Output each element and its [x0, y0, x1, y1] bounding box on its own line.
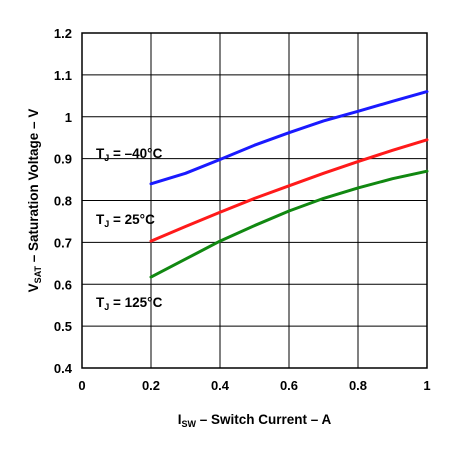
x-tick-label-2: 0.4	[211, 378, 230, 393]
y-tick-label-3: 0.7	[54, 235, 72, 250]
x-tick-label-5: 1	[423, 378, 430, 393]
y-tick-label-4: 0.8	[54, 194, 72, 209]
y-tick-label-0: 0.4	[54, 361, 73, 376]
y-tick-label-8: 1.2	[54, 26, 72, 41]
y-tick-labels: 0.4 0.5 0.6 0.7 0.8 0.9 1 1.1 1.2	[54, 26, 73, 376]
y-tick-label-1: 0.5	[54, 319, 72, 334]
x-tick-label-3: 0.6	[280, 378, 298, 393]
series-line-1	[149, 138, 429, 243]
series-label-0: TJ = –40°C	[96, 146, 163, 163]
series-label-1: TJ = 25°C	[96, 212, 155, 229]
y-tick-label-5: 0.9	[54, 152, 72, 167]
y-axis-title: VSAT – Saturation Voltage – V	[26, 109, 43, 293]
series-line-0	[149, 90, 429, 186]
series-lines	[149, 90, 429, 279]
x-tick-label-0: 0	[78, 378, 85, 393]
x-tick-label-1: 0.2	[142, 378, 160, 393]
series-annotations: TJ = –40°C TJ = 25°C TJ = 125°C	[96, 146, 163, 312]
y-tick-label-6: 1	[65, 110, 72, 125]
x-axis-title: ISW – Switch Current – A	[178, 412, 332, 429]
plot-frame	[81, 32, 428, 369]
x-tick-labels: 0 0.2 0.4 0.6 0.8 1	[78, 378, 430, 393]
y-tick-label-7: 1.1	[54, 68, 72, 83]
x-tick-label-4: 0.8	[349, 378, 367, 393]
series-line-2	[149, 169, 429, 279]
y-tick-label-2: 0.6	[54, 277, 72, 292]
grid	[81, 32, 428, 369]
series-label-2: TJ = 125°C	[96, 295, 163, 312]
